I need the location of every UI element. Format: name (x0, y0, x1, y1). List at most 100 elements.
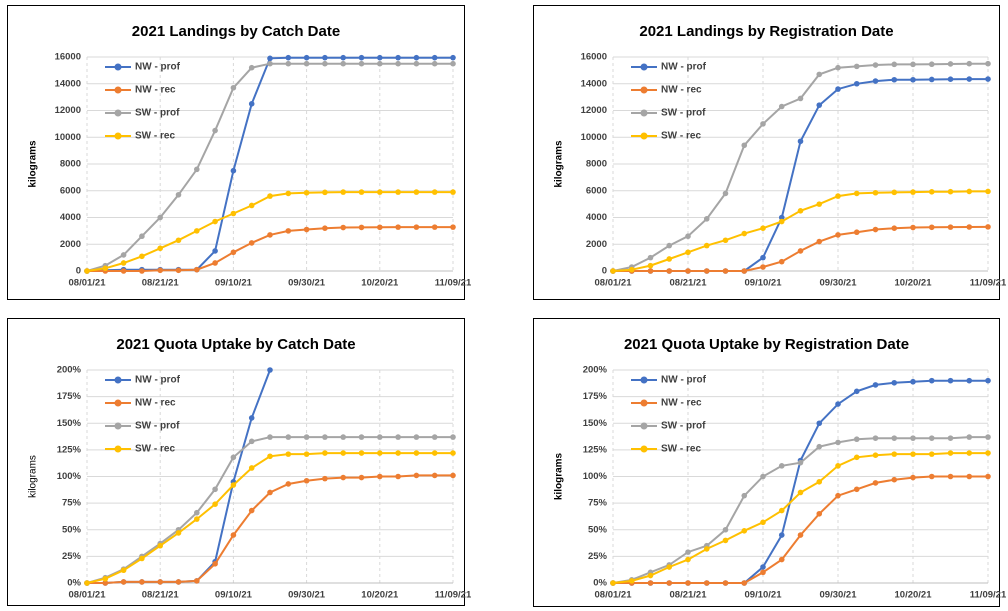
data-point (248, 465, 255, 471)
legend-label: NW - prof (135, 375, 181, 386)
y-tick-label: 125% (57, 444, 82, 455)
data-point (778, 218, 785, 225)
data-point (230, 532, 237, 538)
data-point (285, 54, 292, 61)
data-point (230, 210, 237, 217)
data-point (722, 190, 729, 197)
data-point (722, 237, 729, 244)
legend-label: SW - prof (135, 421, 180, 432)
data-point (175, 579, 182, 585)
data-point (872, 382, 879, 388)
data-point (816, 510, 823, 517)
data-point (322, 475, 328, 482)
x-tick-label: 10/20/21 (895, 278, 933, 289)
data-point (139, 253, 145, 260)
panel-border (533, 318, 1000, 607)
data-point (910, 451, 916, 457)
data-point (102, 580, 109, 586)
y-tick-label: 16000 (55, 52, 81, 63)
data-point (966, 60, 973, 67)
y-tick-label: 175% (57, 391, 82, 402)
data-point (175, 267, 182, 274)
data-point (102, 575, 109, 582)
data-point (358, 54, 365, 61)
data-point (647, 572, 654, 579)
data-point (722, 526, 729, 533)
legend-label: SW - rec (135, 444, 175, 455)
legend-marker (640, 86, 648, 94)
chart-panel: 2021 Landings by Registration Date kilogr… (533, 5, 1007, 300)
data-point (835, 401, 841, 407)
y-tick-label: 50% (62, 524, 82, 535)
data-point (853, 436, 860, 443)
data-point (985, 76, 991, 82)
x-tick-label: 09/10/21 (745, 278, 783, 289)
legend-marker (114, 445, 122, 453)
data-point (139, 579, 145, 585)
data-point (891, 451, 898, 457)
x-tick-label: 09/10/21 (215, 278, 253, 289)
data-point (377, 54, 383, 61)
data-point (267, 193, 273, 199)
data-point (666, 256, 673, 262)
data-point (835, 64, 841, 71)
y-tick-label: 2000 (586, 239, 607, 250)
legend-label: NW - rec (135, 398, 176, 409)
data-point (267, 367, 273, 373)
data-point (303, 451, 310, 457)
data-point (966, 224, 973, 230)
data-point (872, 452, 879, 458)
data-point (303, 60, 310, 67)
data-point (395, 54, 401, 61)
legend-label: SW - prof (135, 108, 180, 119)
data-point (230, 482, 237, 488)
data-point (760, 254, 766, 261)
data-point (741, 492, 748, 499)
x-tick-label: 08/01/21 (595, 278, 633, 289)
chart-title: 2021 Quota Uptake by Catch Date (116, 336, 355, 353)
x-tick-label: 08/01/21 (595, 590, 633, 601)
y-tick-label: 6000 (60, 185, 81, 196)
data-point (340, 54, 347, 61)
data-point (212, 486, 218, 493)
data-point (872, 78, 879, 84)
data-point (194, 578, 200, 584)
legend-marker (640, 376, 648, 384)
data-point (797, 532, 804, 538)
data-point (797, 248, 804, 254)
data-point (450, 60, 456, 67)
y-tick-label: 14000 (581, 78, 607, 89)
data-point (248, 64, 255, 71)
legend-marker (640, 422, 648, 430)
x-tick-label: 11/09/21 (970, 278, 1007, 289)
data-point (703, 216, 710, 222)
y-tick-label: 2000 (60, 239, 81, 250)
y-axis-label: kilograms (554, 140, 565, 188)
data-point (248, 101, 255, 107)
data-point (947, 188, 954, 195)
data-point (377, 434, 383, 440)
data-point (928, 76, 935, 83)
data-point (666, 242, 673, 249)
data-point (666, 268, 673, 274)
data-point (703, 580, 710, 586)
data-point (285, 190, 292, 197)
data-point (322, 225, 328, 231)
legend-marker (114, 63, 122, 71)
data-point (285, 434, 292, 440)
data-point (358, 224, 365, 231)
data-point (797, 489, 804, 496)
data-point (703, 268, 710, 274)
data-point (248, 240, 255, 246)
data-point (102, 265, 109, 272)
y-tick-label: 25% (588, 551, 608, 562)
data-point (139, 555, 145, 562)
data-point (910, 76, 916, 83)
data-point (120, 260, 127, 266)
data-point (340, 450, 347, 456)
data-point (303, 434, 310, 440)
data-point (610, 580, 616, 586)
y-tick-label: 14000 (55, 78, 81, 89)
y-tick-label: 8000 (586, 159, 607, 170)
legend-marker (114, 86, 122, 94)
